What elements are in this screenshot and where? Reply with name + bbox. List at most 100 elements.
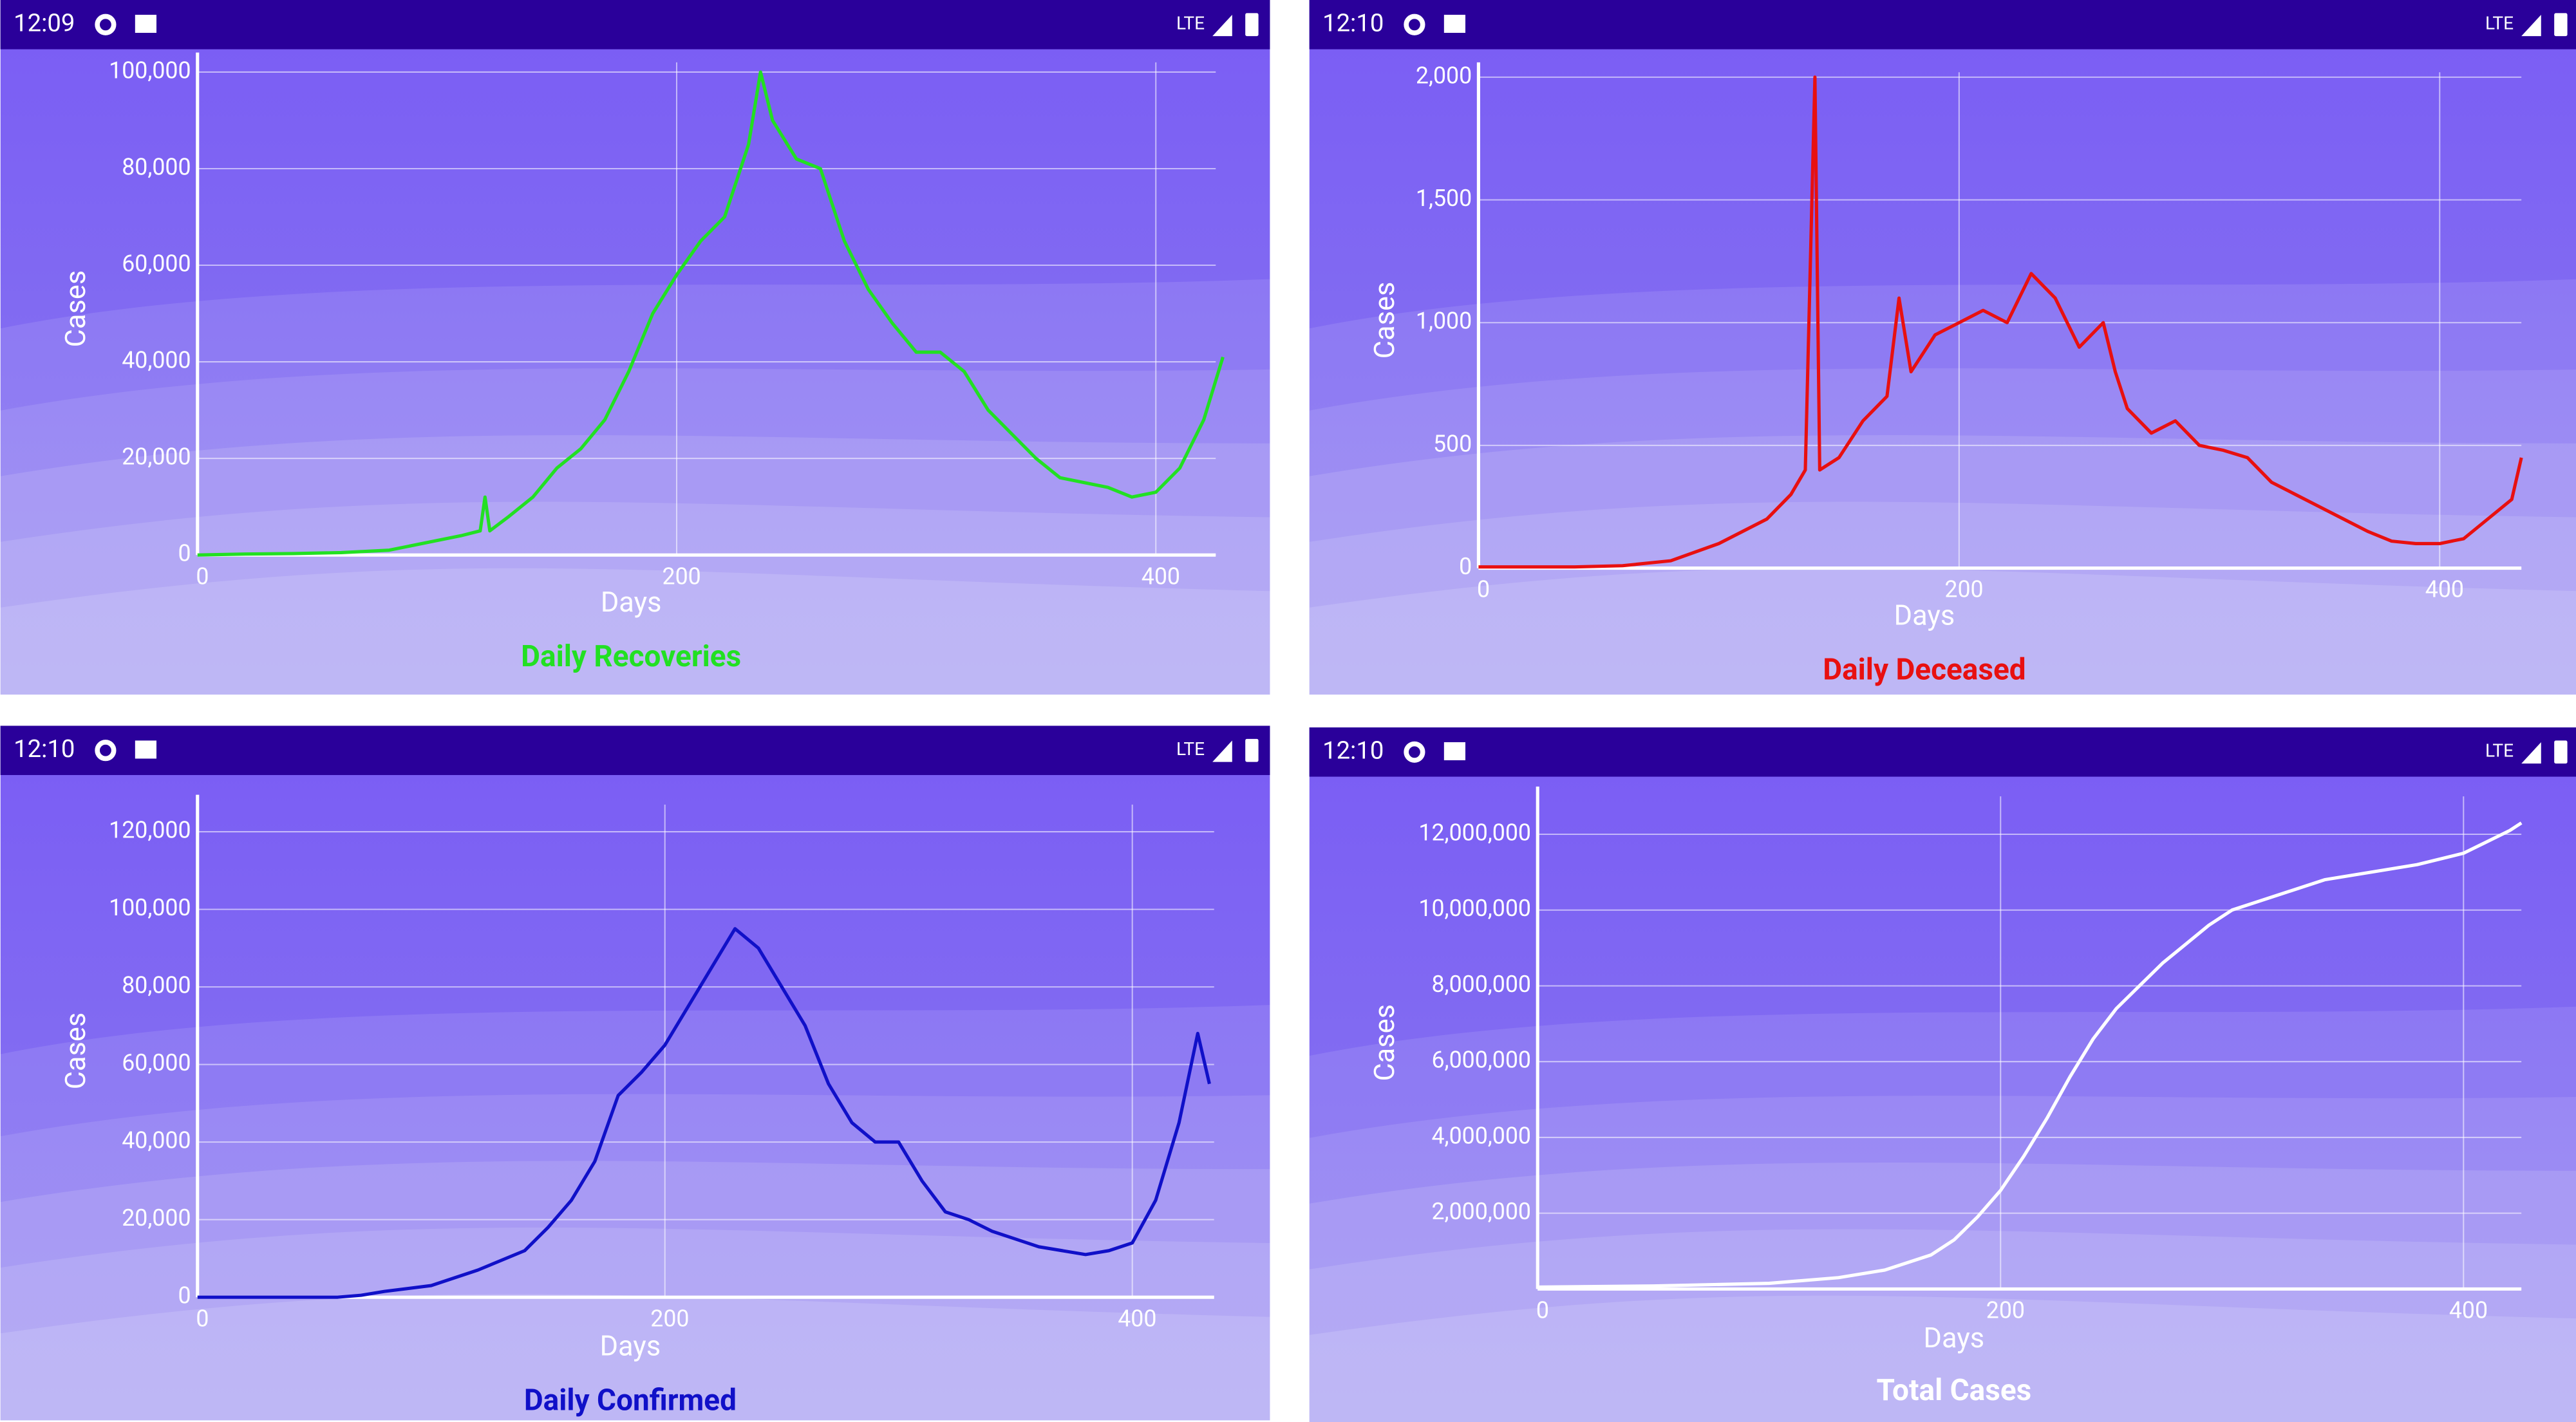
background-wave bbox=[1309, 568, 2576, 695]
settings-icon bbox=[95, 14, 117, 35]
background-wave bbox=[1309, 1229, 2576, 1422]
signal-icon bbox=[1212, 740, 1232, 762]
status-bar: 12:09 LTE bbox=[0, 0, 1270, 50]
background-wave bbox=[1309, 1295, 2576, 1422]
x-axis-title: Days bbox=[601, 586, 662, 619]
battery-icon bbox=[1245, 738, 1259, 762]
battery-icon bbox=[1245, 13, 1259, 37]
battery-icon bbox=[2554, 13, 2568, 37]
phone-screen: 12:10 LTE 0 20,000 40,000 60,000 80,000 100,000… bbox=[0, 725, 1270, 1421]
y-tick-label: 0 bbox=[1459, 553, 1472, 580]
y-tick-label: 500 bbox=[1433, 430, 1472, 457]
phone-screen: 12:10 LTE 0 500 1,000 1,500 2,000 0 200 400 Days Ca… bbox=[1309, 0, 2576, 695]
background bbox=[0, 0, 1270, 695]
x-tick-label: 200 bbox=[1986, 1297, 2025, 1324]
background-wave bbox=[1309, 1162, 2576, 1422]
background-wave bbox=[0, 1161, 1270, 1421]
phone-screen: 12:09 LTE 0 20,000 40,000 60,000 80,000 100,000… bbox=[0, 0, 1270, 695]
y-tick-label: 20,000 bbox=[122, 1204, 191, 1231]
x-tick-label: 400 bbox=[2425, 576, 2464, 603]
app-background bbox=[0, 725, 1270, 1421]
y-tick-label: 0 bbox=[178, 540, 191, 567]
data-line bbox=[1478, 75, 2523, 569]
y-tick-label: 20,000 bbox=[122, 444, 191, 471]
background-wave bbox=[0, 501, 1270, 695]
mail-icon bbox=[135, 14, 156, 33]
background-wave bbox=[0, 1227, 1270, 1421]
chart-title: Daily Recoveries bbox=[521, 639, 741, 674]
background-wave bbox=[1309, 501, 2576, 695]
settings-icon bbox=[95, 740, 117, 762]
mail-icon bbox=[135, 740, 156, 759]
x-tick-label: 400 bbox=[2449, 1297, 2488, 1324]
y-axis-title: Cases bbox=[59, 270, 92, 348]
mail-icon bbox=[1443, 14, 1465, 33]
y-tick-label: 80,000 bbox=[122, 153, 191, 180]
data-line bbox=[197, 927, 1211, 1299]
app-background bbox=[0, 0, 1270, 695]
background bbox=[1309, 727, 2576, 1422]
status-bar-background bbox=[1309, 727, 2576, 777]
settings-icon bbox=[1404, 741, 1425, 763]
status-time: 12:10 bbox=[14, 735, 75, 763]
y-tick-label: 4,000,000 bbox=[1432, 1122, 1532, 1149]
app-background bbox=[1309, 727, 2576, 1422]
status-time: 12:10 bbox=[1322, 736, 1384, 765]
y-tick-label: 2,000,000 bbox=[1432, 1198, 1532, 1225]
y-tick-label: 60,000 bbox=[122, 250, 191, 277]
signal-icon bbox=[1212, 14, 1232, 37]
chart-title: Daily Confirmed bbox=[524, 1383, 737, 1418]
y-tick-label: 40,000 bbox=[122, 1127, 191, 1154]
x-tick-label: 0 bbox=[1477, 576, 1490, 603]
x-tick-label: 0 bbox=[196, 563, 209, 590]
data-line bbox=[1537, 821, 2523, 1289]
background bbox=[0, 725, 1270, 1421]
y-tick-label: 60,000 bbox=[122, 1049, 191, 1076]
y-tick-label: 100,000 bbox=[109, 894, 191, 921]
phone-screen: 12:10 LTE 2,000,000 4,000,000 6,000,000 8,000… bbox=[1309, 727, 2576, 1422]
y-axis-title: Cases bbox=[1368, 282, 1401, 359]
y-tick-label: 1,500 bbox=[1416, 185, 1472, 212]
background-wave bbox=[1309, 1006, 2576, 1422]
background-wave bbox=[1309, 435, 2576, 695]
signal-icon bbox=[2521, 742, 2541, 764]
x-tick-label: 200 bbox=[1944, 576, 1983, 603]
y-tick-label: 12,000,000 bbox=[1418, 819, 1531, 846]
status-bar: 12:10 LTE bbox=[1309, 727, 2576, 777]
mail-icon bbox=[1443, 742, 1465, 761]
y-axis-title: Cases bbox=[59, 1013, 92, 1090]
background-wave bbox=[1309, 368, 2576, 695]
background-wave bbox=[0, 1005, 1270, 1421]
status-network: LTE bbox=[2485, 13, 2514, 34]
status-bar: 12:10 LTE bbox=[0, 725, 1270, 775]
status-network: LTE bbox=[2485, 740, 2514, 762]
status-time: 12:10 bbox=[1322, 9, 1384, 37]
x-tick-label: 0 bbox=[196, 1305, 209, 1332]
app-background bbox=[1309, 0, 2576, 695]
status-bar-background bbox=[0, 0, 1270, 50]
x-tick-label: 400 bbox=[1118, 1305, 1156, 1332]
x-tick-label: 400 bbox=[1142, 563, 1180, 590]
y-tick-label: 80,000 bbox=[122, 972, 191, 999]
data-line bbox=[197, 70, 1225, 557]
x-axis-title: Days bbox=[600, 1330, 661, 1363]
y-tick-label: 10,000,000 bbox=[1418, 895, 1531, 922]
y-tick-label: 100,000 bbox=[109, 57, 191, 84]
status-bar: 12:10 LTE bbox=[1309, 0, 2576, 50]
x-tick-label: 200 bbox=[650, 1305, 689, 1332]
x-tick-label: 0 bbox=[1536, 1297, 1549, 1324]
background-wave bbox=[0, 1094, 1270, 1421]
y-tick-label: 6,000,000 bbox=[1432, 1047, 1532, 1074]
chart-title: Daily Deceased bbox=[1823, 652, 2026, 687]
y-tick-label: 1,000 bbox=[1416, 308, 1472, 335]
status-time: 12:09 bbox=[14, 9, 75, 37]
background bbox=[1309, 0, 2576, 695]
x-axis-title: Days bbox=[1924, 1322, 1985, 1354]
status-network: LTE bbox=[1176, 13, 1205, 34]
background-wave bbox=[0, 279, 1270, 695]
status-bar-background bbox=[1309, 0, 2576, 50]
y-tick-label: 0 bbox=[178, 1282, 191, 1309]
battery-icon bbox=[2554, 740, 2568, 764]
status-network: LTE bbox=[1176, 738, 1205, 760]
